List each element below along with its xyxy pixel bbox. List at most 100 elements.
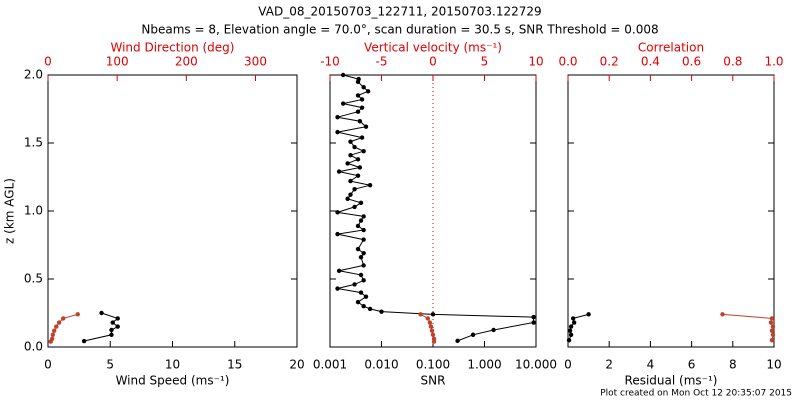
- profile-point: [470, 332, 476, 337]
- profile-point: [358, 200, 364, 206]
- y-tick-label: 0.0: [24, 340, 43, 354]
- x-tick-label: 0: [564, 358, 572, 372]
- profile-point: [358, 218, 364, 223]
- profile-point: [355, 157, 361, 162]
- profile-point: [335, 129, 340, 135]
- profile-point: [340, 72, 346, 78]
- profile-point: [355, 246, 361, 252]
- profile-point: [425, 316, 431, 321]
- profile-point: [768, 320, 774, 325]
- profile-point: [335, 231, 340, 237]
- profile-point: [361, 278, 366, 283]
- profile-point: [61, 316, 66, 321]
- profile-point: [115, 316, 120, 321]
- x-tick-label: 1.000: [467, 358, 501, 372]
- chart-title: VAD_08_20150703_122711, 20150703.122729: [258, 5, 541, 19]
- x2-tick-label: -5: [376, 55, 388, 69]
- profile-point: [335, 210, 340, 215]
- x-tick-label: 0: [44, 358, 52, 372]
- profile-point: [720, 312, 725, 317]
- profile-point: [348, 139, 353, 144]
- profile-point: [491, 327, 496, 333]
- profile-point: [355, 93, 361, 98]
- x-axis-title: Residual (ms⁻¹): [625, 374, 718, 388]
- profile-point: [586, 312, 591, 317]
- profile-point: [430, 312, 436, 317]
- profile-point: [348, 192, 353, 197]
- x-tick-label: 10: [165, 358, 180, 372]
- profile-point: [361, 263, 366, 268]
- profile-point: [367, 306, 373, 312]
- x2-tick-label: 0.8: [723, 55, 742, 69]
- x-axis-title: SNR: [421, 374, 446, 388]
- x2-tick-label: -10: [320, 55, 340, 69]
- profile-point: [336, 169, 342, 174]
- profile-point: [769, 316, 775, 321]
- profile-point: [531, 314, 536, 320]
- profile-point: [110, 320, 115, 325]
- profile-point: [115, 324, 120, 329]
- x-tick-label: 10: [766, 358, 781, 372]
- profile-point: [352, 282, 357, 287]
- profile-point: [335, 286, 340, 291]
- profile-point: [109, 327, 114, 333]
- profile-line: [337, 74, 535, 342]
- profile-point: [570, 316, 576, 321]
- x-tick-label: 2: [605, 358, 613, 372]
- x2-tick-label: 0.2: [600, 55, 619, 69]
- profile-point: [355, 223, 361, 229]
- profile-point: [99, 310, 104, 316]
- profile-point: [427, 320, 433, 325]
- profile-point: [770, 332, 776, 337]
- profile-point: [50, 332, 56, 337]
- x-tick-label: 5: [106, 358, 114, 372]
- x2-tick-label: 100: [106, 55, 129, 69]
- x2-axis-title: Vertical velocity (ms⁻¹): [364, 41, 502, 55]
- profile-point: [361, 304, 366, 309]
- profile-point: [345, 196, 350, 201]
- x2-axis-title: Wind Direction (deg): [111, 41, 235, 55]
- x-tick-label: 4: [647, 358, 655, 372]
- x-tick-label: 8: [729, 358, 737, 372]
- profile-point: [455, 338, 460, 344]
- profile-point: [52, 328, 57, 333]
- profile-point: [348, 178, 353, 184]
- profile-point: [361, 214, 366, 219]
- footer: Plot created on Mon Oct 12 20:35:07 2015: [600, 389, 792, 399]
- y-tick-label: 1.0: [24, 204, 43, 218]
- profile-point: [352, 187, 357, 192]
- profile-line: [83, 312, 119, 342]
- y-tick-label: 1.5: [24, 136, 43, 150]
- x2-tick-label: 200: [175, 55, 198, 69]
- profile-point: [359, 97, 365, 102]
- x-tick-label: 15: [227, 358, 242, 372]
- chart-subtitle: Nbeams = 8, Elevation angle = 70.0°, sca…: [141, 23, 658, 37]
- x2-tick-label: 1.0: [764, 55, 783, 69]
- x-tick-label: 0.100: [416, 358, 450, 372]
- profile-point: [430, 332, 436, 337]
- y-tick-label: 2.0: [24, 68, 43, 82]
- profile-point: [348, 153, 353, 158]
- profile-point: [363, 124, 369, 129]
- plot-frame: [567, 74, 775, 348]
- profile-point: [345, 161, 350, 166]
- x2-tick-label: 0.0: [558, 55, 577, 69]
- profile-point: [358, 272, 364, 278]
- profile-point: [336, 268, 342, 274]
- profile-point: [568, 324, 574, 329]
- profile-point: [355, 173, 361, 178]
- profile-point: [361, 148, 366, 154]
- profile-point: [355, 79, 361, 85]
- profile-point: [81, 338, 87, 344]
- x-tick-label: 20: [289, 358, 304, 372]
- profile-point: [358, 255, 364, 260]
- profile-point: [48, 339, 53, 344]
- profile-line: [722, 313, 774, 341]
- x2-tick-label: 300: [244, 55, 267, 69]
- x-axis-title: Wind Speed (ms⁻¹): [116, 374, 230, 388]
- profile-point: [357, 119, 363, 124]
- profile-point: [361, 227, 366, 233]
- x2-axis-title: Correlation: [638, 41, 704, 55]
- profile-point: [567, 328, 573, 333]
